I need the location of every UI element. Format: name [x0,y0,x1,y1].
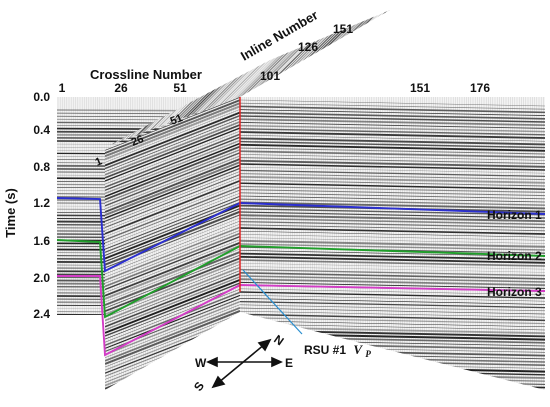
crossline-tick-1: 1 [59,81,66,95]
horizon-3-label: Horizon 3 [487,285,542,299]
face-tick-26: 26 [130,133,146,149]
time-axis-label: Time (s) [3,188,18,238]
compass-rose [206,338,283,389]
time-tick-1.6: 1.6 [33,234,50,248]
crossline-axis-title: Crossline Number [90,67,202,82]
time-tick-0.8: 0.8 [33,160,50,174]
face-tick-1: 1 [94,155,104,168]
horizon-3-pick [57,275,546,357]
well-label-subscript: P [365,349,371,359]
horizon-2-label: Horizon 2 [487,249,542,263]
face-tick-51: 51 [169,112,185,128]
horizon-2-pick [56,239,546,319]
well-pointer-line [242,269,303,335]
compass-south-label: S [191,379,207,394]
compass-east-label: E [285,356,293,370]
compass-north-label: N [271,332,286,348]
inline-tick-126: 126 [298,40,318,54]
time-tick-labels: 0.0 0.4 0.8 1.2 1.6 2.0 2.4 [33,90,50,321]
time-tick-2.0: 2.0 [33,271,50,285]
compass-west-arrowhead [206,356,218,368]
compass-east-arrowhead [271,356,283,368]
crossline-tick-labels: 1 26 51 151 176 [59,81,491,95]
seismic-crossline-section-front [105,97,240,390]
time-tick-1.2: 1.2 [33,196,50,210]
crossline-tick-176: 176 [470,81,490,95]
inline-tick-151: 151 [333,22,353,36]
horizon-picks [56,197,546,357]
horizon-1-label: Horizon 1 [487,208,542,222]
compass-south-north-axis [217,343,266,384]
crossline-tick-26: 26 [114,81,128,95]
compass-west-label: W [195,356,207,370]
well-label: RSU #1 V P [304,342,371,359]
inline-tick-101: 101 [260,69,280,83]
inline-tick-labels: 101 126 151 [260,22,353,83]
time-tick-2.4: 2.4 [33,307,50,321]
compass-north-arrowhead [257,338,272,352]
well-label-symbol: V [353,342,363,357]
time-tick-0.4: 0.4 [33,123,50,137]
time-tick-0.0: 0.0 [33,90,50,104]
well-label-name: RSU #1 [304,343,346,357]
compass-south-arrowhead [211,375,226,389]
crossline-tick-151: 151 [410,81,430,95]
horizon-1-pick [56,197,546,273]
crossline-tick-51: 51 [173,81,187,95]
